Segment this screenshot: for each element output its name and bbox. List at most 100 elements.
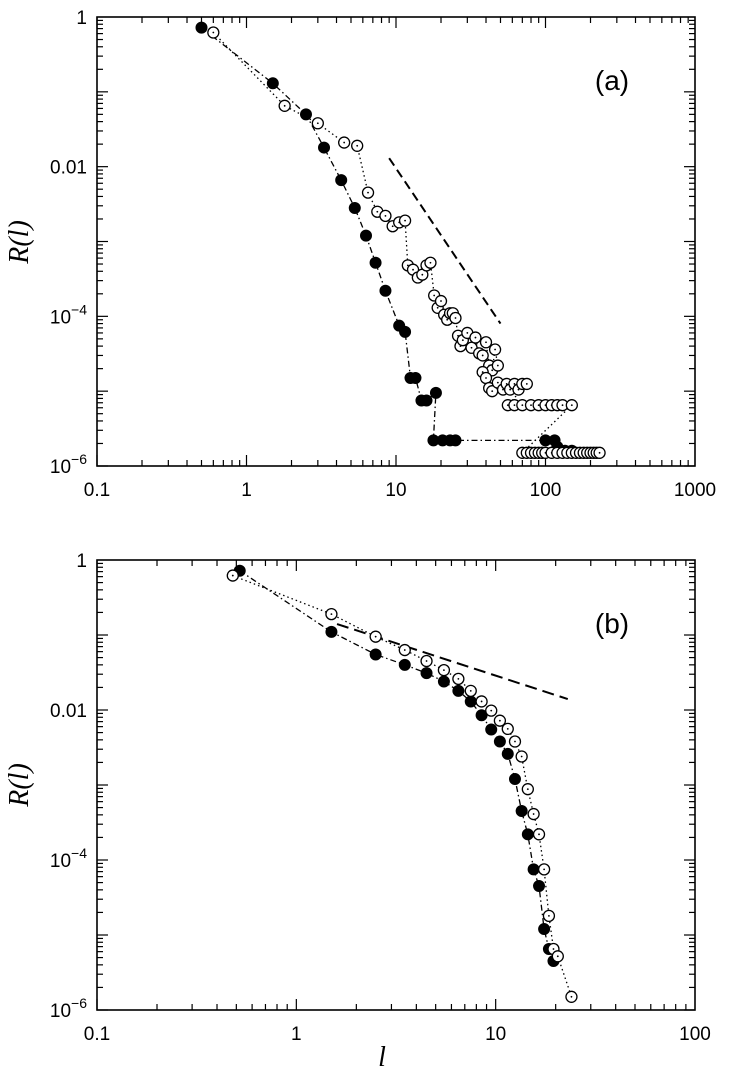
- data-point: [479, 371, 493, 385]
- data-point: [398, 214, 412, 227]
- data-point: [207, 26, 220, 39]
- data-point: [493, 735, 506, 748]
- data-point: [420, 667, 433, 680]
- y-tick-label: 0.01: [50, 701, 87, 722]
- series-line-2: [212, 32, 600, 454]
- data-point: [475, 695, 488, 708]
- y-axis-title: R(l): [4, 220, 35, 265]
- data-point: [369, 648, 382, 661]
- x-tick-label: 100: [679, 1024, 711, 1045]
- data-point: [449, 311, 462, 325]
- data-point: [479, 336, 493, 349]
- data-point: [369, 256, 382, 269]
- y-tick-label: 0.01: [50, 158, 87, 179]
- data-point: [452, 684, 465, 697]
- data-point: [593, 446, 606, 459]
- data-point: [424, 256, 437, 269]
- data-point: [542, 909, 556, 923]
- data-point: [379, 284, 392, 297]
- x-tick-label: 100: [530, 480, 562, 501]
- data-point: [398, 643, 411, 657]
- data-point: [493, 714, 507, 727]
- data-point: [464, 684, 477, 698]
- y-tick-label: 10−4: [50, 301, 87, 328]
- data-point: [515, 805, 528, 818]
- data-point: [369, 630, 382, 643]
- data-point: [520, 377, 533, 391]
- data-point: [351, 139, 364, 152]
- data-point: [335, 174, 348, 187]
- data-point: [318, 141, 331, 154]
- data-point: [521, 828, 534, 841]
- data-point: [476, 349, 489, 362]
- y-axis-title: R(l): [4, 763, 35, 808]
- reference-line: [388, 157, 502, 325]
- data-point: [565, 399, 578, 412]
- data-point: [485, 704, 498, 717]
- data-point: [379, 209, 392, 223]
- data-point: [485, 723, 498, 736]
- data-point: [508, 735, 522, 748]
- data-point: [434, 294, 448, 308]
- data-point: [464, 695, 477, 708]
- series-line-1: [239, 570, 555, 962]
- panel-b: 0.1 1 10 100 1 0.01 10−4 10−6 R(l) l (b): [4, 551, 711, 1073]
- data-point: [532, 828, 546, 841]
- data-point: [508, 773, 521, 786]
- data-point: [551, 950, 564, 963]
- data-point: [537, 863, 551, 876]
- x-tick-label: 0.1: [84, 480, 110, 501]
- data-point: [437, 675, 450, 688]
- y-tick-label: 1: [76, 8, 87, 29]
- data-point: [361, 186, 375, 199]
- data-point: [420, 394, 433, 407]
- data-point: [398, 658, 411, 671]
- panel-label: (a): [595, 65, 629, 96]
- x-axis-title: l: [378, 1042, 386, 1073]
- y-tick-label: 10−4: [50, 845, 87, 872]
- x-tick-label: 10: [385, 480, 406, 501]
- x-tick-label: 1: [291, 1024, 302, 1045]
- data-point: [226, 569, 239, 582]
- data-point: [266, 77, 279, 90]
- data-point: [501, 747, 514, 760]
- data-point: [501, 722, 514, 736]
- data-point: [325, 607, 338, 621]
- data-point: [538, 923, 551, 936]
- data-point: [449, 434, 462, 447]
- data-point: [338, 136, 351, 149]
- data-point: [360, 229, 373, 242]
- data-point: [521, 783, 534, 796]
- data-point: [515, 750, 528, 763]
- data-point: [527, 807, 540, 821]
- series-line-2: [232, 574, 573, 998]
- data-point: [325, 625, 338, 638]
- data-point: [533, 880, 546, 893]
- panel-a: 0.1 1 10 100 1000 1 0.01 10−4 10−6 R(l) (a): [4, 8, 716, 501]
- data-point: [409, 371, 422, 384]
- data-point: [399, 325, 412, 338]
- data-point: [311, 117, 324, 130]
- data-point: [565, 990, 578, 1003]
- x-tick-label: 10: [485, 1024, 506, 1045]
- data-point: [299, 108, 312, 121]
- data-point: [278, 99, 291, 112]
- data-point: [452, 672, 465, 686]
- y-tick-label: 10−6: [50, 995, 87, 1022]
- data-point: [491, 359, 504, 372]
- data-point: [437, 663, 451, 677]
- panel-label: (b): [595, 608, 629, 639]
- data-point: [420, 654, 433, 668]
- data-point: [195, 21, 208, 34]
- data-point: [429, 386, 442, 399]
- data-point: [488, 343, 502, 356]
- data-point: [475, 709, 488, 722]
- y-tick-label: 10−6: [50, 451, 87, 478]
- data-point: [469, 331, 482, 344]
- y-tick-label: 1: [76, 551, 87, 572]
- x-tick-label: 1: [241, 480, 252, 501]
- x-tick-label: 0.1: [84, 1024, 110, 1045]
- data-point: [348, 202, 361, 215]
- x-tick-label: 1000: [674, 480, 716, 501]
